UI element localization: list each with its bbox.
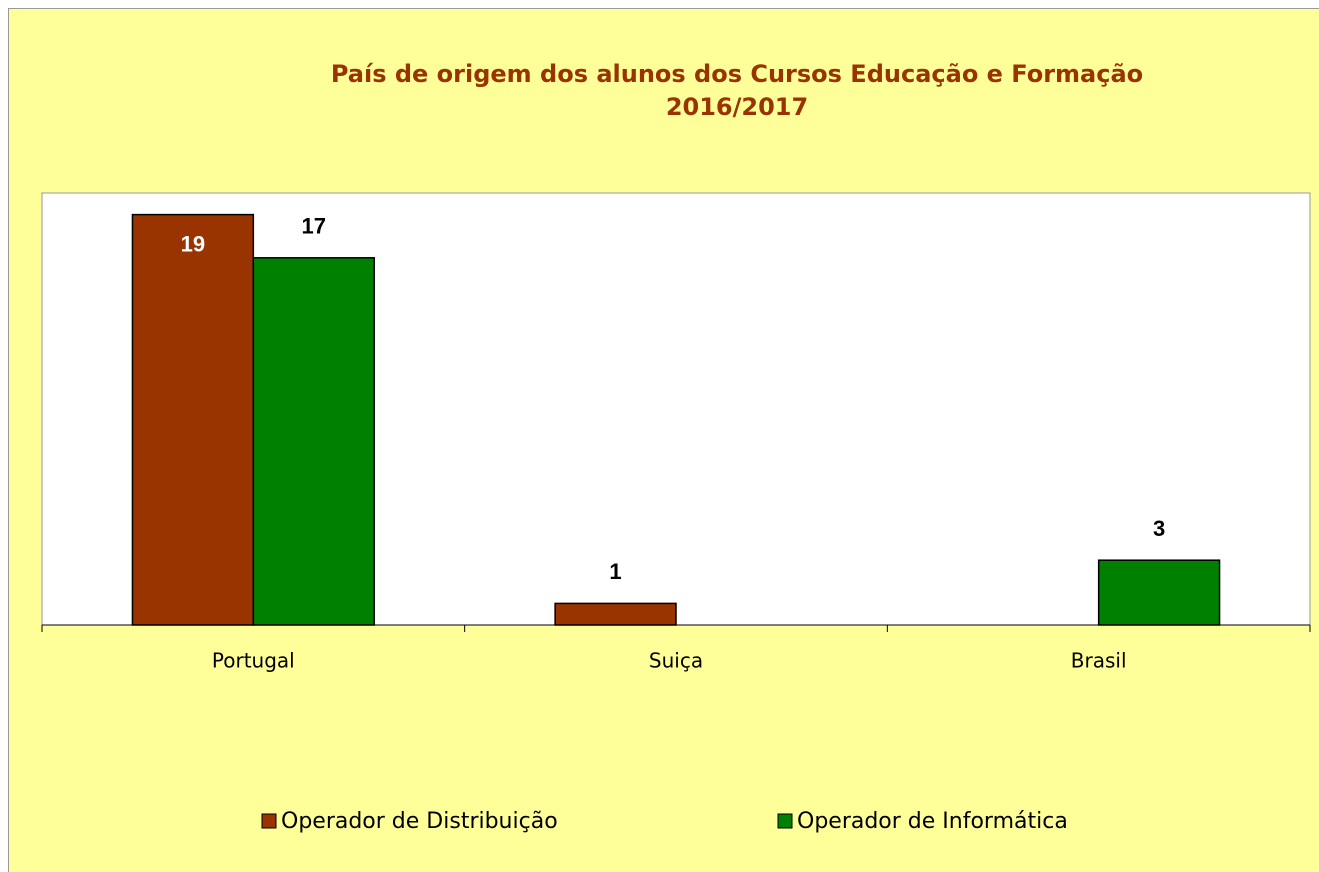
legend-label: Operador de Informática [797,809,1068,834]
legend-swatch [261,813,277,829]
bar [554,602,677,626]
value-label: 1 [609,559,621,584]
bar [131,213,255,626]
legend-label: Operador de Distribuição [281,809,558,834]
bar [252,257,375,626]
value-label: 3 [1153,516,1165,541]
x-tick-label: Suiça [649,649,703,673]
x-tick-label: Brasil [1071,649,1127,673]
chart-title: País de origem dos alunos dos Cursos Edu… [330,60,1144,121]
bar [1097,559,1221,626]
legend-swatch [777,813,793,829]
value-label: 17 [302,214,326,239]
value-label: 19 [181,231,205,256]
x-tick-label: Portugal [212,649,295,673]
